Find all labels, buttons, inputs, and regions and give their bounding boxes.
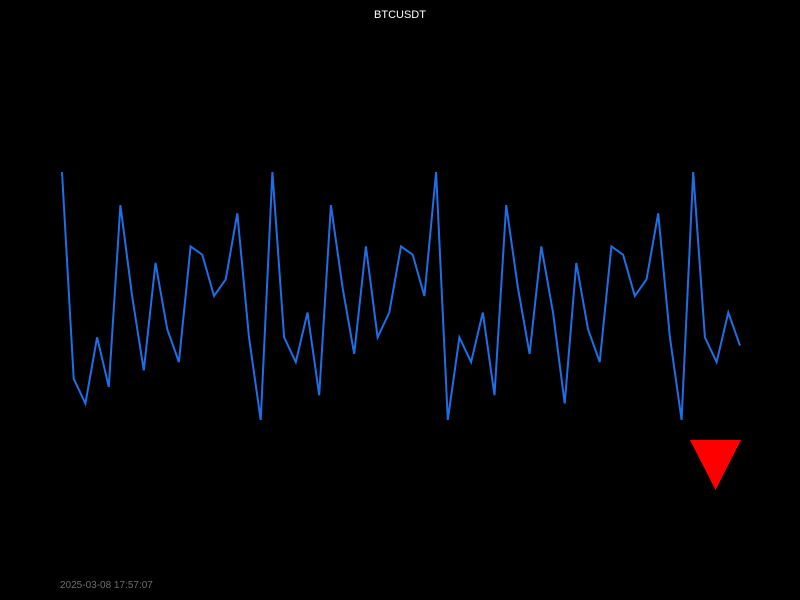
sell-signal-marker <box>690 440 741 490</box>
price-series <box>61 171 741 421</box>
timestamp-label: 2025-03-08 17:57:07 <box>60 580 153 591</box>
price-line <box>61 171 741 421</box>
chart-title: BTCUSDT <box>374 9 426 21</box>
annotation-layer <box>690 440 741 490</box>
